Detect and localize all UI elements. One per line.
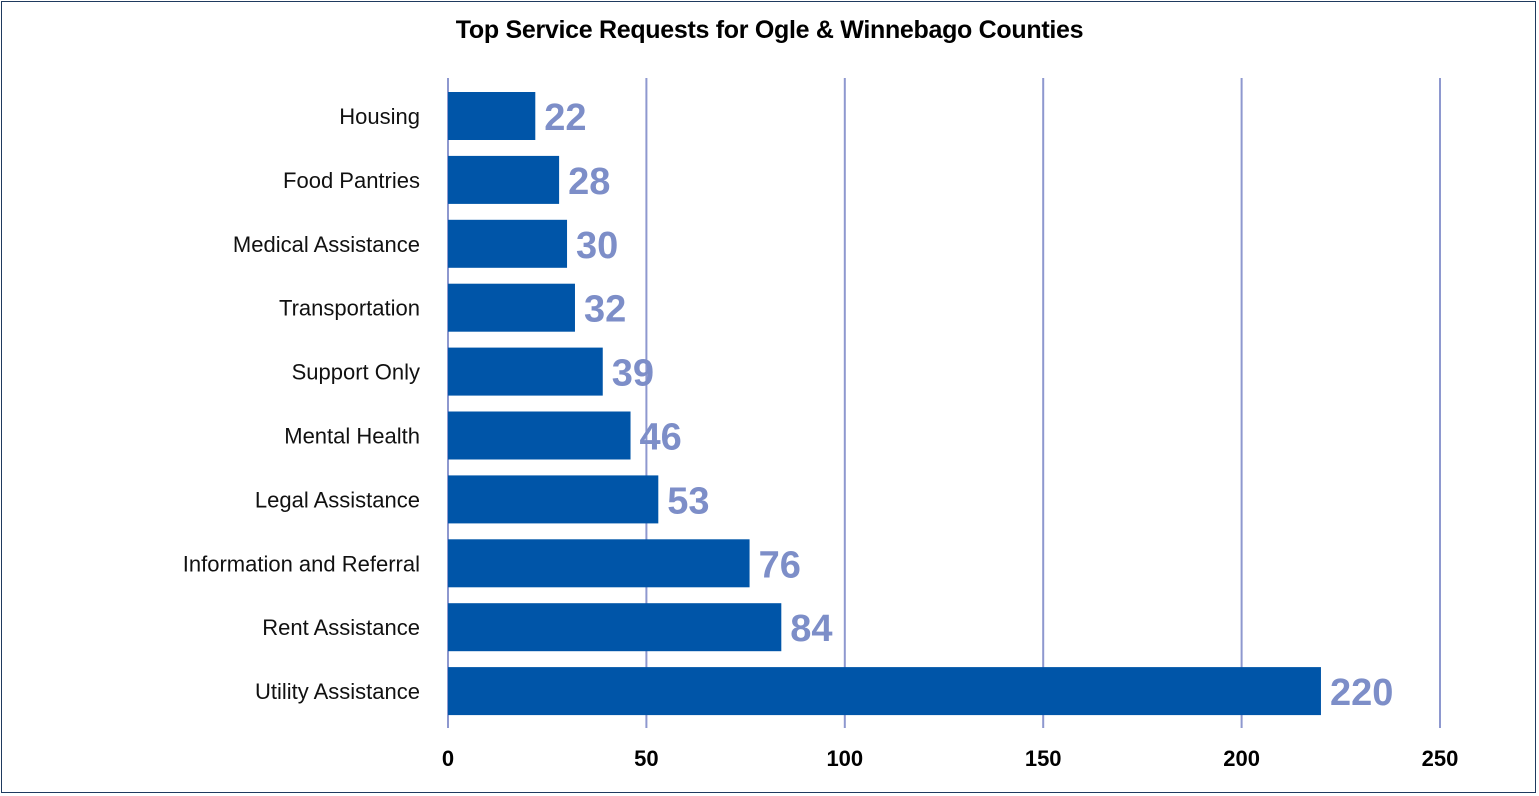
x-tick-label: 100 xyxy=(826,746,863,771)
chart-title: Top Service Requests for Ogle & Winnebag… xyxy=(455,16,1084,44)
data-label: 46 xyxy=(640,417,682,459)
category-label: Transportation xyxy=(279,296,420,321)
x-tick-label: 200 xyxy=(1223,746,1260,771)
bar-0 xyxy=(448,92,536,140)
x-tick-label: 150 xyxy=(1025,746,1062,771)
x-tick-label: 0 xyxy=(442,746,454,771)
data-label: 28 xyxy=(568,161,610,203)
data-label: 76 xyxy=(759,544,801,586)
bar-1 xyxy=(448,155,560,204)
category-label: Legal Assistance xyxy=(255,487,420,512)
category-label: Utility Assistance xyxy=(255,679,420,704)
category-label: Rent Assistance xyxy=(262,615,420,640)
data-label: 53 xyxy=(667,480,709,522)
data-label: 220 xyxy=(1330,672,1393,714)
bar-4 xyxy=(448,347,603,396)
data-label: 22 xyxy=(544,97,586,139)
category-label: Food Pantries xyxy=(283,168,420,193)
category-label: Support Only xyxy=(292,360,420,385)
bar-9 xyxy=(448,667,1321,716)
bar-5 xyxy=(448,411,631,460)
bar-3 xyxy=(448,283,575,332)
category-label: Housing xyxy=(339,104,420,129)
bar-2 xyxy=(448,219,568,268)
bar-6 xyxy=(448,475,659,524)
data-label: 39 xyxy=(612,353,654,395)
data-label: 84 xyxy=(790,608,832,650)
x-tick-label: 250 xyxy=(1422,746,1459,771)
category-label: Mental Health xyxy=(284,424,420,449)
data-label: 32 xyxy=(584,289,626,331)
bar-7 xyxy=(448,539,750,588)
data-label: 30 xyxy=(576,225,618,267)
x-tick-label: 50 xyxy=(634,746,658,771)
category-label: Medical Assistance xyxy=(233,232,420,257)
bar-8 xyxy=(448,603,782,652)
category-label: Information and Referral xyxy=(183,551,420,576)
